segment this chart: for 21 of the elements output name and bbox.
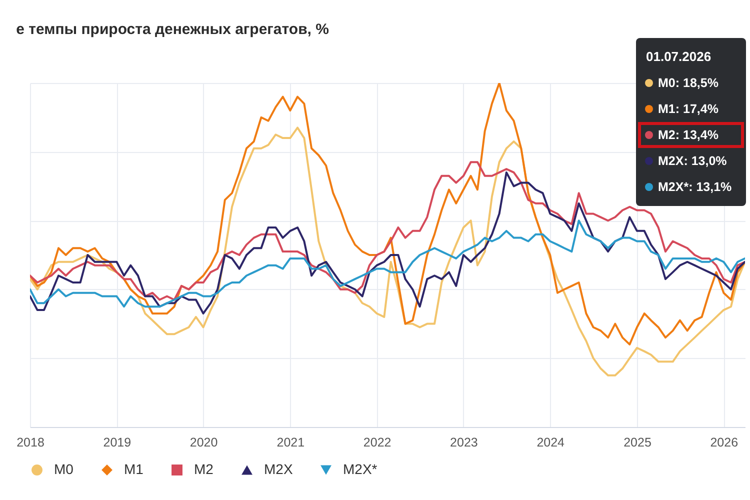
x-tick-label: 2024 <box>536 436 565 450</box>
chart-title: е темпы прироста денежных агрегатов, % <box>16 21 329 38</box>
x-tick-label: 2022 <box>363 436 392 450</box>
annotation: M1: 17,4% <box>658 102 718 116</box>
legend-label: M2X* <box>343 461 378 477</box>
x-tick-label: 2021 <box>276 436 305 450</box>
legend-label: M1 <box>124 461 144 477</box>
annotation: M2X: 13,0% <box>658 154 727 168</box>
annotation: M2: 13,4% <box>658 128 718 142</box>
legend-label: M2X <box>264 461 294 477</box>
x-tick-label: 2020 <box>190 436 218 450</box>
annotation: M2X*: 13,1% <box>658 180 732 194</box>
legend-label: M0 <box>54 461 74 477</box>
annotation: M0: 18,5% <box>658 76 718 90</box>
x-tick-label: 2025 <box>624 436 652 450</box>
x-tick-label: 2019 <box>103 436 132 450</box>
x-tick-label: 2023 <box>450 436 478 450</box>
text: 01.07.2026 <box>646 49 712 64</box>
x-tick-label: 2026 <box>710 436 738 450</box>
legend-label: M2 <box>194 461 214 477</box>
x-tick-label: 2018 <box>16 436 44 450</box>
